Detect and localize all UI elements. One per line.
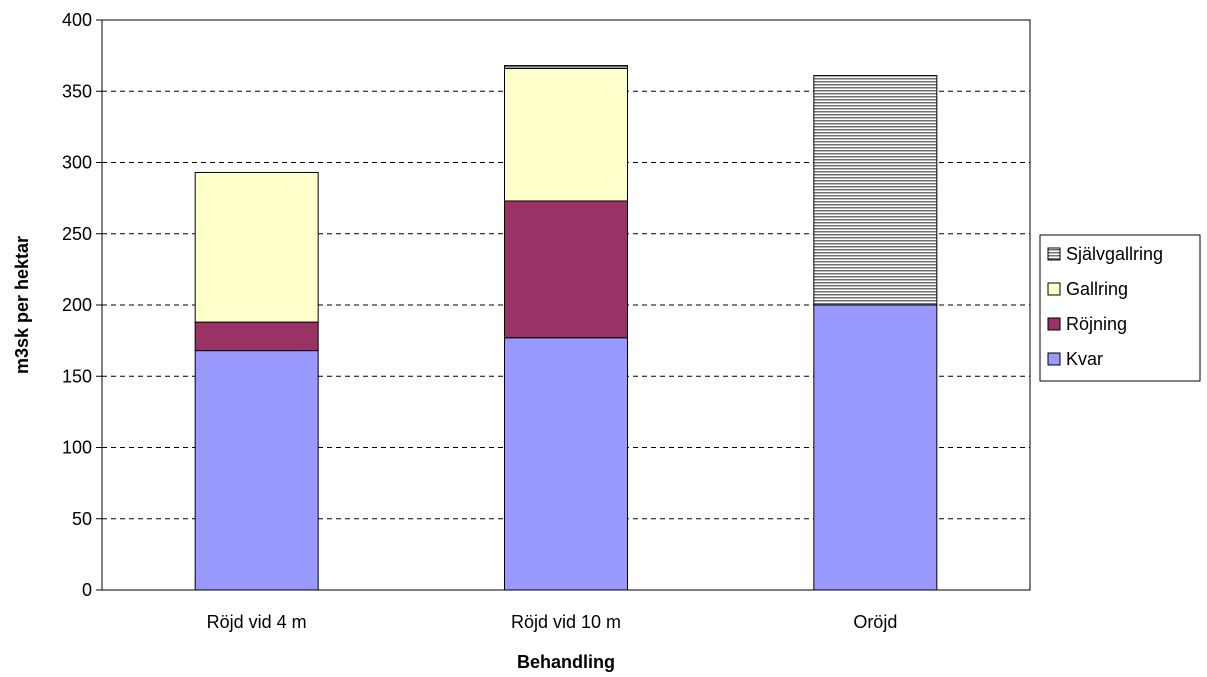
bar-röjning-1 [194,321,319,352]
y-tick-label: 0 [82,580,92,600]
y-axis-title: m3sk per hektar [12,236,32,374]
y-tick-label: 250 [62,224,92,244]
legend-swatch [1047,352,1061,366]
bars [194,65,938,591]
bar-röjning-2 [504,200,628,339]
y-tick-label: 50 [72,509,92,529]
x-axis-labels: Röjd vid 4 m Röjd vid 10 m Oröjd [207,612,898,632]
legend-label: Röjning [1066,314,1127,334]
y-tick-label: 400 [62,10,92,30]
y-tick-label: 350 [62,81,92,101]
x-tick-label: Röjd vid 10 m [511,612,621,632]
y-tick-label: 100 [62,438,92,458]
legend-label: Kvar [1066,349,1103,369]
y-tick-label: 300 [62,153,92,173]
legend-label: Självgallring [1066,244,1163,264]
y-axis-ticks: 0 50 100 150 200 250 300 350 400 [62,10,102,600]
legend-swatch [1047,317,1061,331]
x-axis-title: Behandling [517,652,615,672]
legend-label: Gallring [1066,279,1128,299]
bar-gallring-2 [504,67,628,202]
bar-kvar-3 [813,304,938,591]
legend-box [1039,234,1201,382]
bar-kvar-1 [194,350,319,591]
bar-kvar-2 [504,337,628,591]
bar-självgallring-3 [813,75,938,306]
y-tick-label: 200 [62,295,92,315]
bar-gallring-1 [194,171,319,323]
legend-swatch [1047,247,1061,261]
y-tick-label: 150 [62,366,92,386]
legend-swatch [1047,282,1061,296]
bar-självgallring-2 [504,65,628,69]
x-tick-label: Röjd vid 4 m [207,612,307,632]
legend: Självgallring Gallring Röjning Kvar [1039,234,1201,382]
x-tick-label: Oröjd [853,612,897,632]
